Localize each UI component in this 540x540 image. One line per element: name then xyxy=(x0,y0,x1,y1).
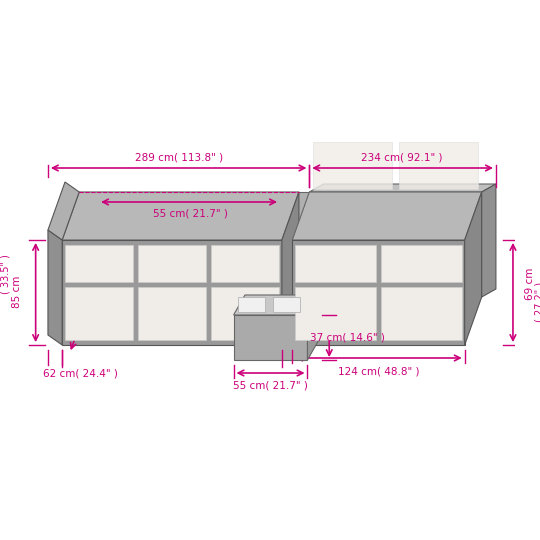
Text: 124 cm( 48.8" ): 124 cm( 48.8" ) xyxy=(338,366,419,376)
Bar xyxy=(273,297,300,312)
Polygon shape xyxy=(234,295,319,315)
Bar xyxy=(62,240,282,345)
Bar xyxy=(399,142,478,189)
Text: 55 cm( 21.7" ): 55 cm( 21.7" ) xyxy=(233,381,308,391)
Bar xyxy=(212,287,279,340)
Text: 62 cm( 24.4" ): 62 cm( 24.4" ) xyxy=(43,368,118,378)
Bar xyxy=(381,245,462,282)
Text: 234 cm( 92.1" ): 234 cm( 92.1" ) xyxy=(361,153,443,163)
Bar xyxy=(212,245,279,282)
Polygon shape xyxy=(62,192,299,240)
Bar xyxy=(313,142,392,189)
Polygon shape xyxy=(482,184,496,297)
Polygon shape xyxy=(48,182,79,240)
Bar xyxy=(65,287,132,340)
Text: 55 cm( 21.7" ): 55 cm( 21.7" ) xyxy=(153,209,227,219)
Text: ( 33.5" ): ( 33.5" ) xyxy=(1,254,10,294)
Text: 69 cm: 69 cm xyxy=(525,268,535,300)
Bar xyxy=(295,287,376,340)
Polygon shape xyxy=(292,192,482,240)
Polygon shape xyxy=(464,192,482,345)
Text: 289 cm( 113.8" ): 289 cm( 113.8" ) xyxy=(134,153,222,163)
Polygon shape xyxy=(79,192,309,222)
Bar xyxy=(138,245,206,282)
Text: ( 27.2" ): ( 27.2" ) xyxy=(535,282,540,322)
Bar xyxy=(292,240,464,345)
Bar xyxy=(381,287,462,340)
Bar xyxy=(65,245,132,282)
Bar xyxy=(295,245,376,282)
Text: 85 cm: 85 cm xyxy=(12,276,22,308)
Bar xyxy=(238,297,265,312)
Bar xyxy=(234,315,307,360)
Polygon shape xyxy=(282,192,299,345)
Polygon shape xyxy=(48,230,62,345)
Bar xyxy=(138,287,206,340)
Polygon shape xyxy=(309,184,496,192)
Polygon shape xyxy=(307,295,319,360)
Text: 37 cm( 14.6" ): 37 cm( 14.6" ) xyxy=(310,332,384,342)
